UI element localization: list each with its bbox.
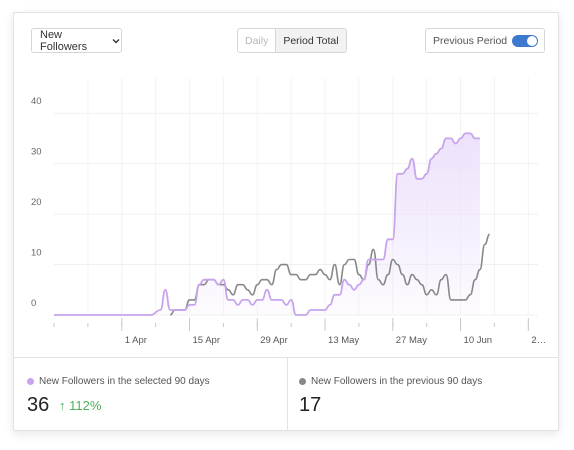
daily-button[interactable]: Daily [238, 29, 277, 52]
current-period-label: New Followers in the selected 90 days [39, 376, 210, 387]
summary-row: New Followers in the selected 90 days 36… [14, 357, 558, 431]
y-tick-label: 10 [31, 248, 42, 259]
current-period-summary: New Followers in the selected 90 days 36… [14, 358, 288, 431]
current-period-dot [27, 378, 34, 385]
chevron-down-icon [111, 36, 121, 46]
switch-knob [527, 36, 537, 46]
previous-period-legend: New Followers in the previous 90 days [299, 376, 482, 387]
y-tick-label: 40 [31, 96, 42, 107]
followers-card: New Followers Daily Period Total Previou… [13, 12, 559, 431]
y-tick-label: 30 [31, 147, 42, 158]
previous-period-label: Previous Period [433, 34, 508, 47]
previous-period-switch[interactable] [512, 35, 538, 47]
previous-period-summary-label: New Followers in the previous 90 days [311, 376, 483, 387]
x-tick-label: 15 Apr [193, 335, 220, 346]
series-current-line [54, 132, 480, 316]
metric-dropdown-label: New Followers [40, 28, 88, 53]
current-period-value: 36 [27, 394, 50, 416]
y-tick-label: 20 [31, 197, 42, 208]
followers-chart: 0 10 20 30 40 1 Apr 15 Apr 29 Apr 13 May 27 May 10… [31, 78, 546, 346]
current-period-legend: New Followers in the selected 90 days [27, 376, 210, 387]
previous-period-dot [299, 378, 306, 385]
current-period-change: ↑ 112% [59, 398, 102, 413]
period-total-button[interactable]: Period Total [276, 29, 346, 52]
previous-period-value: 17 [299, 394, 322, 416]
previous-period-control: Previous Period [425, 28, 545, 53]
y-tick-label: 0 [31, 298, 36, 309]
x-tick-label: 13 May [328, 335, 359, 346]
series-current-area [54, 133, 480, 315]
x-tick-label: 10 Jun [464, 335, 493, 346]
x-tick-label: 29 Apr [260, 335, 287, 346]
x-tick-label: 2… [531, 335, 546, 346]
metric-dropdown[interactable]: New Followers [31, 28, 122, 53]
x-tick-label: 1 Apr [125, 335, 147, 346]
previous-period-summary: New Followers in the previous 90 days 17 [288, 358, 558, 431]
period-mode-toggle: Daily Period Total [237, 28, 347, 53]
x-tick-label: 27 May [396, 335, 427, 346]
series-previous-line [169, 233, 490, 316]
